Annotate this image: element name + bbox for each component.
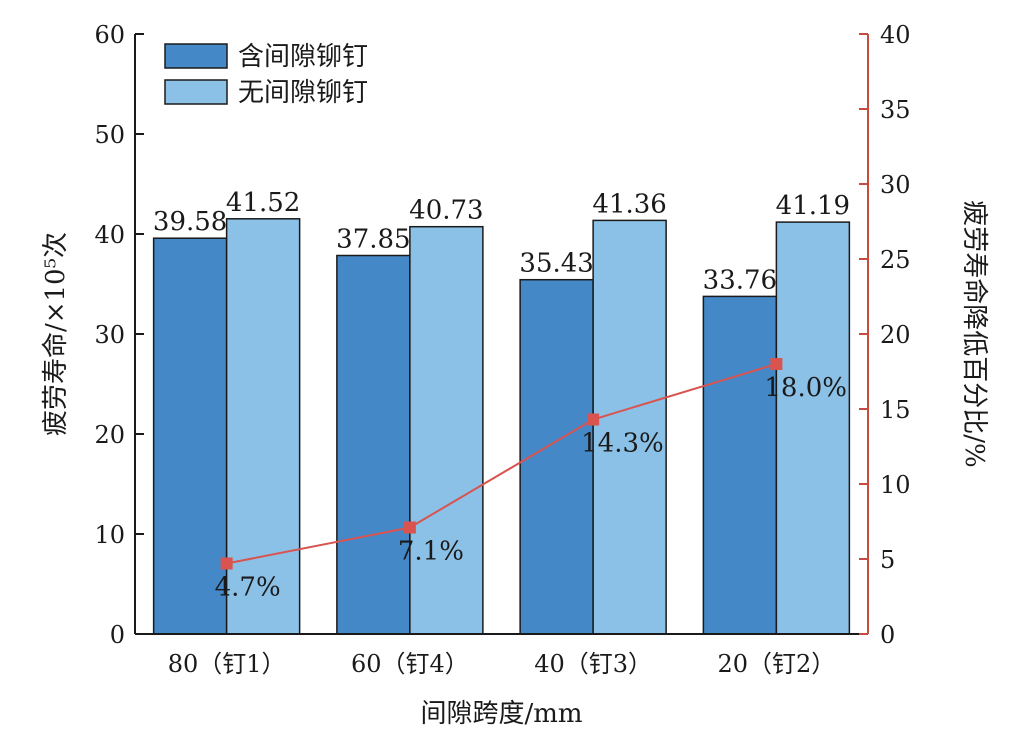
y-tick-label: 0 (110, 621, 125, 649)
y2-tick-label: 10 (880, 471, 911, 499)
reduction-point (587, 413, 600, 426)
y-tick-label: 40 (94, 221, 125, 249)
bar-value-label-with-gap: 39.58 (153, 207, 227, 237)
y2-tick-label: 35 (880, 96, 911, 124)
bar-value-label-with-gap: 33.76 (703, 265, 777, 295)
bar-value-label-no-gap: 40.73 (409, 196, 483, 226)
reduction-label: 14.3% (581, 429, 664, 459)
x-tick-label: 80（钉1） (168, 650, 286, 678)
y2-tick-label: 30 (880, 171, 911, 199)
reduction-label: 7.1% (398, 537, 464, 567)
reduction-label: 4.7% (215, 573, 281, 603)
bar-with-gap (152, 237, 228, 635)
legend-swatch-with-gap (164, 43, 228, 69)
bar-with-gap (336, 254, 411, 635)
y2-ticks-group: 0 5 10 15 20 25 30 35 40 (859, 21, 911, 649)
y-axis-title: 疲劳寿命/×10⁵次 (41, 232, 71, 436)
reduction-point (770, 358, 783, 370)
line-series-group (220, 358, 783, 570)
bar-no-gap (225, 218, 301, 635)
legend-label-no-gap: 无间隙铆钉 (238, 78, 368, 108)
y2-tick-label: 0 (880, 621, 895, 649)
y2-tick-label: 40 (880, 21, 911, 49)
legend-label-with-gap: 含间隙铆钉 (238, 42, 368, 72)
y-tick-label: 50 (94, 121, 125, 149)
y-tick-label: 60 (94, 21, 125, 49)
x-tick-label: 40（钉3） (534, 650, 652, 678)
bar-no-gap (409, 225, 484, 635)
reduction-line (226, 363, 777, 565)
bar-with-gap (519, 278, 594, 635)
reduction-point (403, 521, 416, 534)
x-ticks-group: 80（钉1） 60（钉4） 40（钉3） 20（钉2） (168, 650, 836, 678)
y2-axis-title: 疲劳寿命降低百分比/% (959, 200, 989, 467)
bar-with-gap (702, 295, 778, 635)
y-ticks-group: 0 10 20 30 40 50 60 (94, 21, 144, 649)
legend: 含间隙铆钉 无间隙铆钉 (164, 42, 368, 108)
y-tick-label: 10 (94, 521, 125, 549)
bar-value-label-no-gap: 41.19 (776, 191, 850, 221)
y2-tick-label: 15 (880, 396, 911, 424)
bar-value-label-no-gap: 41.52 (226, 188, 300, 218)
bar-no-gap (592, 219, 667, 635)
bar-value-label-no-gap: 41.36 (592, 189, 666, 219)
pct-labels-group: 4.7% 7.1% 14.3% 18.0% (215, 373, 847, 603)
reduction-point (220, 557, 233, 570)
y-tick-label: 30 (94, 321, 125, 349)
bars-group (152, 218, 851, 635)
y-tick-label: 20 (94, 421, 125, 449)
reduction-label: 18.0% (764, 373, 847, 403)
y2-tick-label: 5 (880, 546, 895, 574)
y2-tick-label: 25 (880, 246, 911, 274)
x-tick-label: 20（钉2） (717, 650, 835, 678)
y2-tick-label: 20 (880, 321, 911, 349)
bar-value-label-with-gap: 37.85 (336, 225, 410, 255)
bar-no-gap (775, 221, 851, 635)
x-axis-title: 间隙跨度/mm (420, 699, 582, 729)
legend-swatch-no-gap (164, 79, 228, 105)
bar-value-label-with-gap: 35.43 (519, 249, 593, 279)
x-tick-label: 60（钉4） (351, 650, 469, 678)
